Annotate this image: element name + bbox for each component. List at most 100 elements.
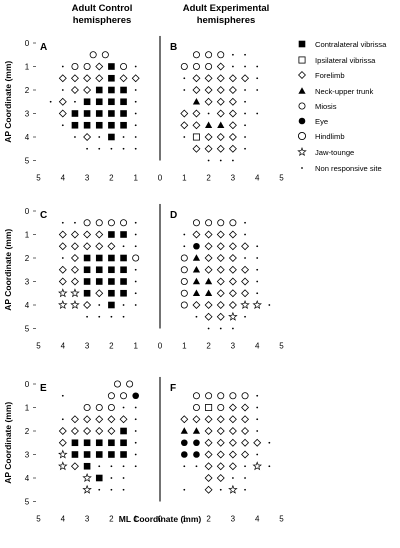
- site-dot: [244, 477, 246, 479]
- panel-label-left: A: [40, 42, 47, 53]
- site-filled-square: [95, 439, 103, 447]
- site-open-diamond: [241, 265, 250, 274]
- site-open-circle: [180, 266, 188, 274]
- site-dot: [122, 477, 125, 479]
- site-open-circle: [132, 254, 140, 262]
- site-dot: [244, 488, 246, 491]
- y-tick-label: 2: [25, 427, 30, 436]
- x-tick-label: 5: [279, 515, 284, 524]
- site-filled-square: [83, 254, 91, 262]
- site-open-diamond: [95, 62, 104, 71]
- x-tick-label: 5: [279, 342, 284, 351]
- site-dot: [98, 304, 101, 306]
- site-open-circle: [126, 380, 134, 388]
- site-dot: [134, 453, 137, 456]
- site-open-diamond: [216, 254, 225, 262]
- site-dot: [195, 315, 198, 318]
- site-open-star: [252, 461, 262, 471]
- site-dot: [122, 406, 125, 409]
- site-dot: [256, 280, 259, 283]
- site-open-diamond: [228, 438, 237, 447]
- site-dot: [183, 233, 186, 236]
- site-dot: [244, 100, 246, 103]
- panel-label-left: E: [40, 383, 47, 394]
- site-open-circle: [95, 403, 103, 411]
- site-open-diamond: [83, 86, 92, 94]
- panel-label-left: C: [40, 210, 47, 221]
- site-open-diamond: [253, 438, 262, 447]
- site-open-diamond: [70, 74, 79, 83]
- site-open-diamond: [204, 265, 213, 274]
- x-tick-label: 3: [85, 342, 90, 351]
- site-filled-square: [120, 289, 127, 297]
- site-filled-square: [83, 121, 91, 129]
- x-tick-label: 2: [206, 515, 211, 524]
- site-open-diamond: [228, 242, 237, 251]
- site-open-circle: [83, 63, 91, 71]
- header-right-line2: hemispheres: [197, 15, 256, 26]
- site-open-diamond: [192, 74, 201, 83]
- x-tick-label: 4: [61, 174, 66, 183]
- site-open-diamond: [58, 438, 67, 447]
- site-dot: [134, 406, 137, 409]
- legend-label: Jaw-tounge: [315, 148, 354, 157]
- site-open-diamond: [204, 462, 213, 471]
- site-filled-square: [95, 254, 103, 262]
- site-dot: [134, 280, 137, 283]
- site-open-diamond: [83, 230, 92, 239]
- site-open-diamond: [216, 277, 225, 286]
- site-open-diamond: [216, 301, 225, 309]
- legend-symbol-filled-circle: [298, 117, 306, 125]
- site-filled-square: [108, 86, 115, 94]
- site-dot: [232, 65, 234, 68]
- site-open-diamond: [241, 242, 250, 251]
- site-filled-circle: [193, 439, 200, 447]
- site-open-diamond: [204, 133, 213, 141]
- site-filled-square: [120, 254, 127, 262]
- site-dot: [244, 65, 246, 68]
- site-dot: [98, 147, 101, 150]
- x-tick-label: 3: [231, 515, 236, 524]
- site-open-diamond: [192, 121, 201, 130]
- site-open-circle: [107, 392, 115, 400]
- site-open-circle: [95, 219, 103, 227]
- site-filled-triangle: [205, 289, 213, 297]
- x-tick-label: 5: [36, 174, 41, 183]
- site-filled-square: [83, 110, 91, 117]
- legend-symbol-open-star: [297, 147, 307, 157]
- site-filled-square: [83, 451, 91, 458]
- site-open-circle: [229, 219, 237, 227]
- site-open-diamond: [204, 97, 213, 106]
- site-dot: [256, 292, 259, 295]
- y-axis-label: AP Coordinate (mm): [3, 229, 13, 311]
- site-filled-square: [120, 110, 127, 117]
- site-filled-circle: [181, 439, 188, 447]
- site-open-star: [252, 300, 262, 310]
- site-dot: [134, 304, 137, 306]
- site-open-diamond: [192, 301, 201, 309]
- x-tick-label: 3: [231, 342, 236, 351]
- site-open-circle: [241, 392, 249, 400]
- site-open-diamond: [58, 230, 67, 239]
- site-dot: [74, 221, 76, 224]
- site-open-square: [205, 403, 213, 411]
- site-filled-square: [120, 121, 127, 129]
- site-open-diamond: [70, 242, 79, 251]
- site-open-diamond: [216, 242, 225, 251]
- legend-label: Forelimb: [315, 71, 345, 80]
- site-open-diamond: [228, 97, 237, 106]
- site-open-diamond: [95, 415, 104, 424]
- site-open-circle: [217, 403, 225, 411]
- x-tick-label: 2: [206, 174, 211, 183]
- site-dot: [74, 100, 76, 103]
- site-dot: [244, 53, 246, 56]
- site-filled-square: [108, 231, 115, 238]
- site-dot: [256, 257, 259, 259]
- site-open-circle: [192, 392, 200, 400]
- site-dot: [61, 221, 64, 224]
- site-dot: [244, 233, 246, 236]
- site-open-diamond: [228, 74, 237, 83]
- site-dot: [98, 488, 101, 491]
- site-dot: [244, 124, 246, 127]
